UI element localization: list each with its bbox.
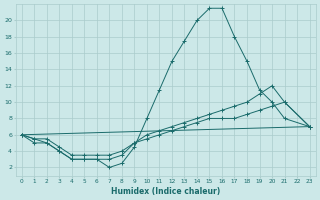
X-axis label: Humidex (Indice chaleur): Humidex (Indice chaleur) (111, 187, 220, 196)
